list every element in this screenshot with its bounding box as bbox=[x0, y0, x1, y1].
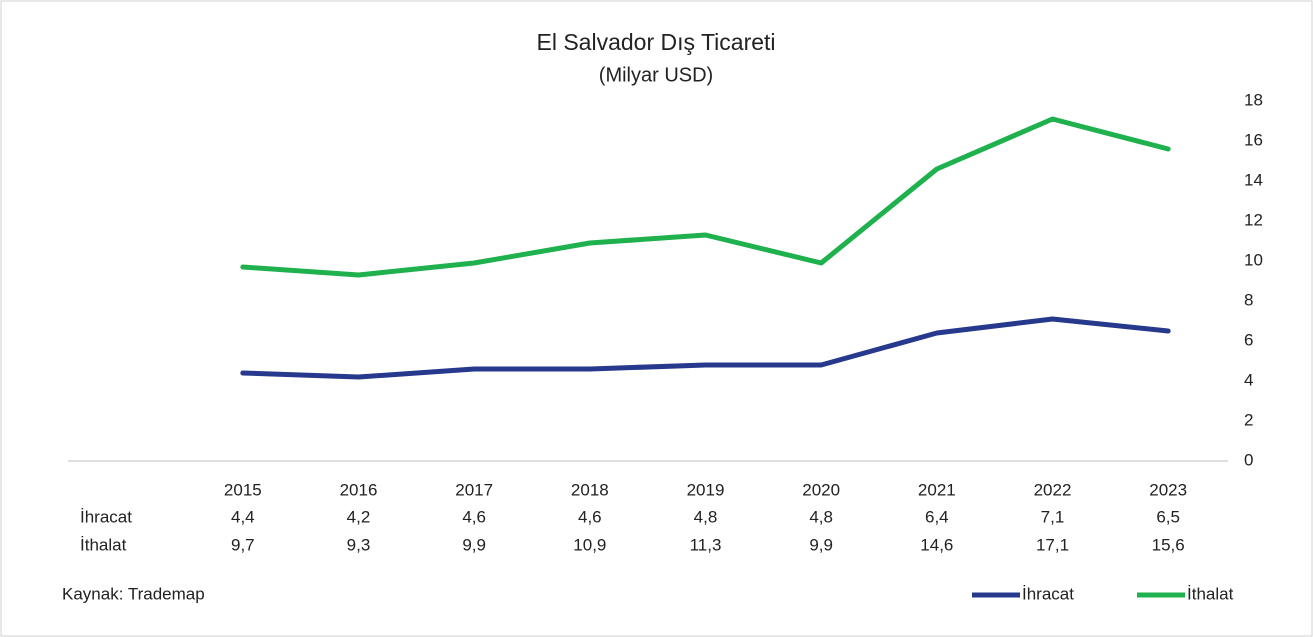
y-tick-label: 2 bbox=[1244, 410, 1253, 429]
y-tick-label: 8 bbox=[1244, 290, 1253, 309]
y-tick-label: 10 bbox=[1244, 250, 1263, 269]
table-row-label: İthalat bbox=[80, 535, 127, 554]
table-cell: 4,6 bbox=[578, 507, 602, 526]
y-tick-label: 6 bbox=[1244, 330, 1253, 349]
x-tick-label: 2022 bbox=[1034, 480, 1072, 499]
y-tick-label: 18 bbox=[1244, 90, 1263, 109]
x-tick-label: 2018 bbox=[571, 480, 609, 499]
table-cell: 4,4 bbox=[231, 507, 255, 526]
series-line bbox=[240, 116, 1171, 278]
y-tick-label: 16 bbox=[1244, 130, 1263, 149]
table-cell: 4,8 bbox=[694, 507, 718, 526]
y-tick-label: 4 bbox=[1244, 370, 1253, 389]
table-cell: 4,2 bbox=[347, 507, 371, 526]
x-tick-label: 2016 bbox=[340, 480, 378, 499]
table-cell: 6,4 bbox=[925, 507, 949, 526]
table-cell: 9,3 bbox=[347, 535, 371, 554]
y-tick-label: 0 bbox=[1244, 450, 1253, 469]
table-cell: 14,6 bbox=[920, 535, 953, 554]
chart-title: El Salvador Dış Ticareti bbox=[536, 29, 775, 55]
table-cell: 10,9 bbox=[573, 535, 606, 554]
y-tick-label: 14 bbox=[1244, 170, 1263, 189]
table-cell: 15,6 bbox=[1152, 535, 1185, 554]
chart-subtitle: (Milyar USD) bbox=[599, 64, 713, 86]
x-tick-label: 2015 bbox=[224, 480, 262, 499]
x-tick-label: 2019 bbox=[687, 480, 725, 499]
table-cell: 9,9 bbox=[809, 535, 833, 554]
table-cell: 7,1 bbox=[1041, 507, 1065, 526]
legend-label: İthalat bbox=[1187, 584, 1234, 603]
table-cell: 6,5 bbox=[1156, 507, 1180, 526]
x-tick-label: 2017 bbox=[455, 480, 493, 499]
table-cell: 9,9 bbox=[462, 535, 486, 554]
x-tick-label: 2021 bbox=[918, 480, 956, 499]
x-tick-label: 2023 bbox=[1149, 480, 1187, 499]
table-cell: 4,8 bbox=[809, 507, 833, 526]
table-cell: 17,1 bbox=[1036, 535, 1069, 554]
table-row-label: İhracat bbox=[80, 507, 132, 526]
y-tick-label: 12 bbox=[1244, 210, 1263, 229]
legend-label: İhracat bbox=[1022, 584, 1074, 603]
table-cell: 4,6 bbox=[462, 507, 486, 526]
table-cell: 11,3 bbox=[690, 535, 722, 554]
table-cell: 9,7 bbox=[231, 535, 255, 554]
source-note: Kaynak: Trademap bbox=[62, 584, 205, 603]
series-line bbox=[240, 316, 1171, 380]
x-tick-label: 2020 bbox=[802, 480, 840, 499]
